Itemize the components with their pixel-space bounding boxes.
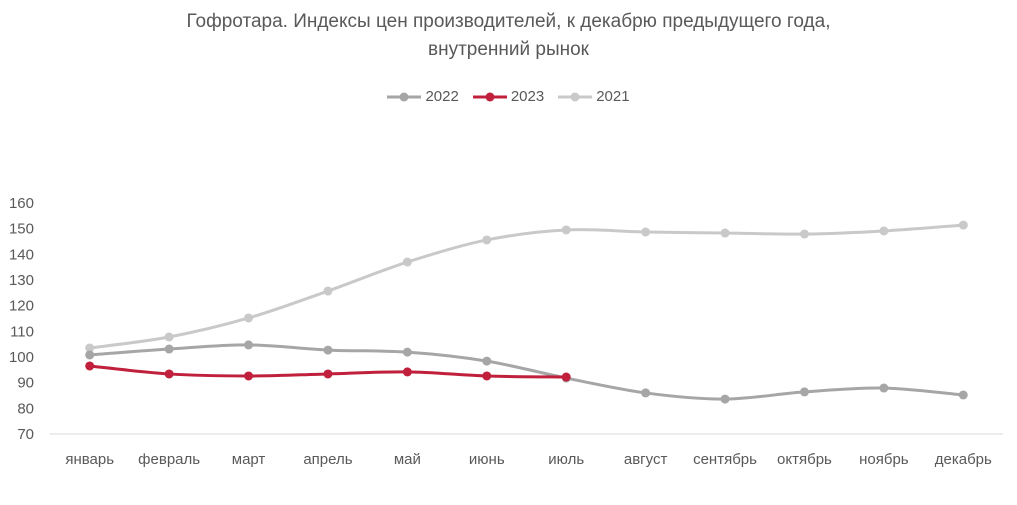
data-point-2023 (323, 369, 333, 379)
legend-label: 2023 (510, 88, 545, 105)
x-tick-label: сентябрь (693, 451, 757, 468)
legend-label: 2021 (596, 88, 630, 105)
data-point-2023 (402, 367, 412, 377)
x-tick-label: февраль (138, 451, 200, 468)
x-tick-label: март (232, 451, 266, 468)
data-point-2023 (85, 361, 95, 371)
x-tick-label: июнь (469, 451, 505, 468)
series-line-2022 (89, 343, 964, 401)
legend-marker-icon (558, 92, 593, 101)
data-point-2023 (164, 369, 174, 379)
data-point-2021 (244, 313, 254, 323)
x-tick-label: апрель (303, 451, 352, 468)
data-point-2021 (85, 343, 95, 353)
data-point-2023 (482, 371, 492, 381)
data-point-2021 (799, 229, 809, 239)
data-point-2022 (323, 345, 333, 355)
x-tick-label: май (394, 451, 421, 468)
y-tick-label: 90 (17, 375, 34, 392)
data-point-2022 (402, 347, 412, 357)
data-point-2021 (879, 226, 889, 236)
data-point-2022 (641, 388, 651, 398)
data-point-2022 (85, 350, 95, 360)
y-tick-label: 100 (9, 349, 34, 366)
y-tick-label: 70 (17, 426, 34, 443)
data-point-2021 (720, 228, 730, 238)
x-tick-label: ноябрь (859, 451, 909, 468)
y-tick-label: 80 (17, 400, 34, 417)
chart-title-line1: Гофротара. Индексы цен производителей, к… (186, 11, 831, 32)
legend-label: 2022 (425, 88, 459, 105)
legend-item-2023: 2023 (472, 88, 545, 105)
y-tick-label: 130 (9, 272, 34, 289)
y-tick-label: 120 (9, 298, 34, 315)
y-tick-label: 140 (9, 246, 34, 263)
legend-item-2022: 2022 (387, 88, 459, 105)
x-tick-label: октябрь (777, 451, 832, 468)
legend-item-2021: 2021 (558, 88, 630, 105)
data-point-2021 (482, 235, 492, 245)
x-tick-label: август (624, 451, 668, 468)
data-point-2021 (164, 332, 174, 342)
data-point-2022 (720, 394, 730, 404)
data-point-2022 (482, 356, 492, 366)
data-point-2022 (244, 340, 254, 350)
data-point-2022 (958, 390, 968, 400)
data-point-2021 (561, 225, 571, 235)
data-point-2022 (799, 387, 809, 397)
legend-marker-icon (472, 92, 507, 101)
chart-title: Гофротара. Индексы цен производителей, к… (0, 8, 1017, 64)
legend: 2022 2023 2021 (0, 88, 1017, 105)
data-point-2023 (561, 372, 571, 382)
y-tick-label: 160 (9, 195, 34, 212)
series-line-2021 (89, 223, 964, 350)
data-point-2021 (323, 286, 333, 296)
x-tick-label: декабрь (935, 451, 992, 468)
data-point-2021 (402, 257, 412, 267)
data-point-2021 (958, 220, 968, 230)
data-point-2022 (164, 344, 174, 354)
x-tick-label: январь (65, 451, 114, 468)
y-tick-label: 110 (10, 323, 34, 340)
chart-title-line2: внутренний рынок (427, 39, 589, 60)
legend-marker-icon (387, 92, 422, 101)
data-point-2021 (641, 227, 651, 237)
data-point-2022 (879, 383, 889, 393)
data-point-2023 (244, 371, 254, 381)
y-tick-label: 150 (9, 221, 34, 238)
x-tick-label: июль (548, 451, 584, 468)
